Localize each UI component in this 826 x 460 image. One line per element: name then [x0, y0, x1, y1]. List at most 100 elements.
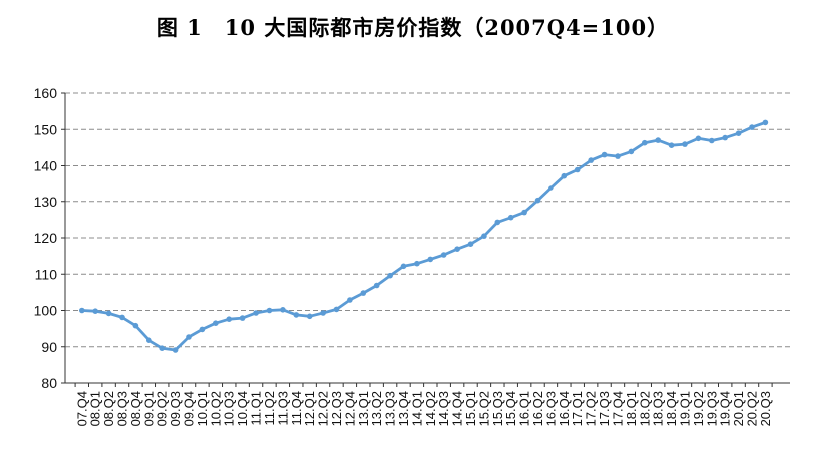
x-tick-label: 10.Q3 [222, 391, 237, 426]
data-point-marker [306, 313, 313, 320]
data-point-marker [280, 307, 286, 313]
data-point-marker [735, 130, 742, 136]
data-point-marker [574, 166, 581, 173]
data-point-marker [360, 290, 367, 296]
x-tick-label: 18.Q4 [664, 391, 679, 426]
x-tick-label: 13.Q1 [356, 391, 371, 426]
x-tick-label: 14.Q2 [423, 391, 438, 426]
data-point-marker [226, 316, 232, 323]
data-point-marker [92, 308, 98, 315]
data-point-marker [507, 214, 514, 221]
x-tick-label: 15.Q2 [476, 391, 491, 426]
data-point-marker [159, 345, 165, 352]
y-tick-label: 130 [34, 194, 58, 210]
y-tick-label: 110 [35, 266, 58, 282]
y-tick-label: 80 [41, 375, 57, 391]
data-point-marker [628, 148, 635, 155]
x-tick-label: 12.Q1 [302, 391, 317, 426]
data-point-marker [172, 347, 179, 353]
data-point-marker [79, 307, 85, 314]
x-tick-label: 19.Q3 [704, 391, 719, 426]
x-tick-label: 20.Q1 [731, 391, 746, 426]
x-tick-label: 16.Q3 [543, 391, 558, 426]
data-point-marker [213, 320, 219, 327]
x-tick-label: 12.Q4 [342, 391, 357, 426]
x-tick-label: 09.Q2 [155, 391, 170, 426]
data-point-marker [481, 233, 487, 239]
x-tick-label: 19.Q4 [718, 391, 733, 426]
y-tick-label: 150 [34, 121, 58, 137]
x-tick-label: 19.Q2 [691, 391, 706, 426]
data-point-marker [494, 219, 501, 226]
x-tick-label: 13.Q3 [383, 391, 398, 426]
x-tick-label: 11.Q3 [275, 391, 290, 425]
data-point-marker [561, 172, 568, 179]
data-point-marker [333, 306, 340, 313]
data-point-marker [668, 142, 675, 148]
x-tick-label: 17.Q2 [584, 391, 599, 426]
data-point-marker [749, 124, 755, 130]
data-point-marker [467, 241, 474, 247]
series-line [80, 121, 767, 352]
data-point-marker [132, 322, 139, 329]
x-tick-label: 09.Q1 [141, 391, 156, 426]
x-tick-label: 12.Q3 [329, 391, 344, 426]
x-tick-label: 15.Q3 [490, 391, 505, 426]
data-point-marker [548, 185, 554, 191]
x-tick-label: 10.Q2 [208, 391, 223, 426]
x-tick-label: 07.Q4 [74, 391, 89, 426]
x-tick-label: 18.Q1 [624, 391, 639, 426]
x-tick-label: 15.Q4 [503, 391, 518, 426]
data-point-marker [588, 157, 594, 163]
x-tick-label: 14.Q3 [436, 391, 451, 426]
data-point-marker [695, 135, 702, 142]
x-tick-label: 08.Q2 [101, 391, 116, 426]
x-tick-label: 13.Q4 [396, 391, 411, 426]
data-point-marker [373, 282, 380, 289]
data-point-marker [454, 246, 460, 252]
data-point-marker [709, 137, 715, 144]
x-tick-label: 08.Q3 [115, 391, 130, 426]
x-tick-label: 16.Q1 [517, 391, 532, 426]
data-point-marker [239, 315, 246, 321]
data-point-marker [655, 137, 661, 143]
data-point-marker [186, 334, 192, 340]
data-point-marker [427, 256, 434, 263]
y-tick-label: 100 [34, 303, 58, 319]
y-tick-label: 140 [34, 158, 58, 174]
x-tick-label: 08.Q1 [88, 391, 103, 426]
x-tick-label: 15.Q1 [463, 391, 478, 426]
data-point-marker [534, 197, 541, 204]
x-tick-label: 16.Q2 [530, 391, 545, 426]
chart-title: 图 1 10 大国际都市房价指数（2007Q4=100） [156, 15, 670, 40]
x-tick-label: 09.Q3 [168, 391, 183, 426]
data-point-marker [253, 310, 259, 316]
x-tick-label: 10.Q1 [195, 391, 210, 426]
data-point-marker [615, 153, 621, 159]
data-point-marker [642, 139, 648, 146]
x-tick-label: 13.Q2 [369, 391, 384, 426]
x-tick-label: 19.Q1 [678, 391, 693, 426]
x-tick-label: 17.Q1 [570, 391, 585, 426]
data-point-marker [440, 252, 447, 258]
data-point-marker [347, 297, 353, 303]
x-tick-label: 11.Q1 [249, 391, 264, 425]
x-tick-label: 11.Q2 [262, 391, 277, 425]
x-tick-label: 18.Q3 [651, 391, 666, 426]
x-tick-label: 14.Q1 [409, 391, 424, 426]
x-tick-label: 09.Q4 [182, 391, 197, 426]
data-point-marker [601, 151, 608, 158]
x-tick-label: 18.Q2 [637, 391, 652, 426]
x-tick-label: 16.Q4 [557, 391, 572, 426]
data-point-marker [293, 312, 300, 318]
data-point-marker [119, 314, 125, 321]
x-tick-label: 11.Q4 [289, 391, 304, 425]
data-point-marker [387, 272, 393, 279]
data-point-marker [414, 260, 420, 267]
x-tick-label: 08.Q4 [128, 391, 143, 426]
data-point-marker [266, 307, 273, 314]
y-tick-label: 160 [34, 85, 58, 101]
y-tick-label: 120 [34, 230, 58, 246]
